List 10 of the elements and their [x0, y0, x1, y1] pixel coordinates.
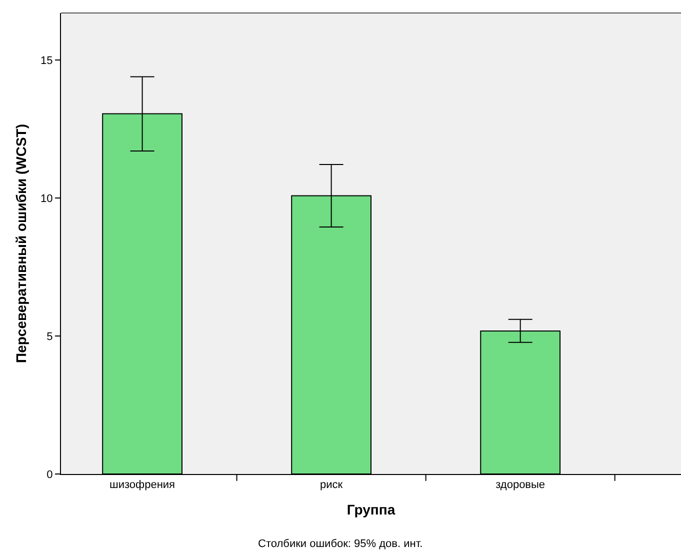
y-tick-label: 15 — [40, 54, 53, 67]
y-tick-label: 0 — [46, 468, 53, 481]
text: Столбики ошибок: 95% дов. инт. — [258, 538, 423, 550]
x-tick-label: шизофрения — [110, 479, 176, 492]
x-axis-title: Группа — [346, 502, 396, 518]
x-tick-label: здоровые — [496, 479, 546, 492]
x-tick-label: риск — [320, 479, 343, 492]
y-tick-label: 5 — [46, 330, 53, 343]
y-tick-label: 10 — [40, 192, 53, 205]
y-axis-title: Персеверативный ошибки (WCST) — [13, 124, 30, 364]
